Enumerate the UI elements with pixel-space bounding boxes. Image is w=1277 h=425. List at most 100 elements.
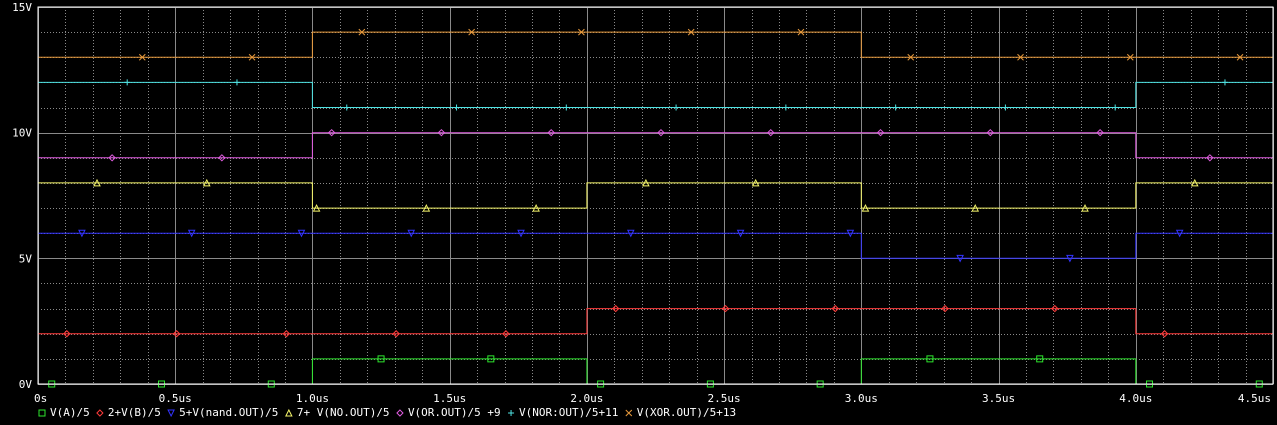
marker-tri-down [517, 229, 525, 238]
marker-diamond [108, 154, 116, 162]
legend-item: 2+V(B)/5 [96, 406, 161, 419]
legend-label: V(XOR.OUT)/5+13 [637, 406, 736, 419]
marker-square [926, 355, 934, 363]
series-area [38, 28, 1273, 388]
marker-plus [782, 104, 789, 111]
series-line [38, 232, 1273, 259]
axis-ticks: 0s 0.5us 1.0us 1.5us 2.0us 2.5us 3.0us 3.5us 4.0… [12, 1, 1271, 405]
marker-diamond [282, 330, 291, 338]
marker-tri-down [407, 229, 416, 238]
marker-tri-up [312, 203, 321, 212]
marker-tri-down [736, 229, 745, 238]
marker-tri-down [956, 254, 964, 263]
marker-x [578, 28, 585, 36]
legend-label: 2+V(B)/5 [108, 406, 161, 419]
marker-diamond [502, 330, 510, 338]
legend-item: V(A)/5 [38, 406, 90, 419]
series-line [38, 31, 1273, 58]
marker-square [487, 355, 495, 363]
marker-tri-up [1081, 203, 1089, 212]
marker-tri-up [861, 203, 870, 212]
marker-tri-down [187, 229, 196, 238]
marker-diamond [392, 330, 400, 338]
series-1 [38, 355, 1273, 388]
marker-tri-up [93, 178, 101, 187]
x-tick-label: 3.0us [845, 392, 878, 405]
x-tick-label: 1.5us [433, 392, 466, 405]
marker-tri-down [1066, 254, 1074, 263]
x-tick-label: 0s [34, 392, 47, 405]
series-5 [38, 128, 1273, 162]
marker-x [468, 28, 475, 36]
marker-plus [563, 104, 570, 111]
marker-plus [673, 104, 680, 111]
marker-square [1036, 355, 1044, 363]
marker-plus [1221, 79, 1228, 86]
marker-plus [508, 410, 515, 416]
marker-diamond [767, 128, 775, 137]
marker-plus [124, 79, 131, 86]
marker-diamond [1206, 154, 1214, 162]
marker-plus [453, 104, 460, 111]
x-tick-label: 3.5us [982, 392, 1015, 405]
marker-diamond [1096, 128, 1104, 137]
marker-tri-up [1190, 178, 1199, 187]
series-line [38, 81, 1273, 108]
series-2 [38, 304, 1273, 338]
grid [38, 7, 1274, 385]
x-tick-label: 2.0us [570, 392, 603, 405]
series-6 [38, 79, 1273, 111]
marker-tri-up [751, 178, 760, 187]
series-4 [38, 178, 1273, 212]
legend-label: V(NOR:OUT)/5+11 [519, 406, 618, 419]
series-line [38, 308, 1273, 335]
series-line [38, 132, 1273, 159]
plot-frame [37, 6, 1274, 385]
marker-tri-down [167, 409, 175, 418]
marker-plus [1112, 104, 1119, 111]
series-7 [38, 28, 1273, 61]
legend-label: 7+ V(NO.OUT)/5 [297, 406, 390, 419]
marker-diamond [437, 128, 446, 137]
marker-x [1236, 53, 1244, 61]
marker-diamond [396, 409, 404, 417]
marker-x [248, 53, 256, 61]
marker-x [358, 28, 366, 36]
marker-plus [892, 104, 899, 111]
marker-diamond [172, 330, 181, 338]
marker-x [625, 409, 633, 417]
marker-tri-up [642, 178, 650, 187]
series-line [38, 182, 1273, 209]
legend-item: 5+V(nand.OUT)/5 [167, 406, 278, 419]
marker-tri-down [297, 229, 306, 238]
x-tick-label: 0.5us [159, 392, 192, 405]
marker-plus [233, 79, 240, 86]
y-tick-label: 10V [12, 127, 32, 140]
marker-plus [1002, 104, 1009, 111]
marker-diamond [1051, 304, 1059, 313]
marker-diamond [327, 128, 336, 137]
marker-tri-down [626, 229, 635, 238]
legend-item: V(OR.OUT)/5 +9 [396, 406, 501, 419]
marker-x [138, 53, 146, 61]
marker-tri-down [78, 229, 86, 238]
marker-tri-up [285, 408, 293, 417]
marker-square [38, 409, 46, 417]
marker-diamond [547, 128, 555, 137]
marker-x [1126, 53, 1134, 61]
marker-diamond [941, 304, 949, 313]
marker-x [687, 28, 695, 36]
legend-item: V(XOR.OUT)/5+13 [625, 406, 736, 419]
legend: V(A)/5 2+V(B)/5 5+V(nand.OUT)/5 7+ V(NO.OUT… [38, 406, 736, 419]
marker-x [1017, 53, 1024, 61]
x-tick-label: 1.0us [296, 392, 329, 405]
x-tick-label: 2.5us [708, 392, 741, 405]
marker-diamond [831, 304, 839, 313]
legend-label: V(A)/5 [50, 406, 90, 419]
series-3 [38, 229, 1273, 263]
x-tick-label: 4.0us [1119, 392, 1152, 405]
marker-diamond [986, 128, 995, 137]
y-tick-label: 0V [19, 378, 33, 391]
legend-label: V(OR.OUT)/5 +9 [408, 406, 501, 419]
